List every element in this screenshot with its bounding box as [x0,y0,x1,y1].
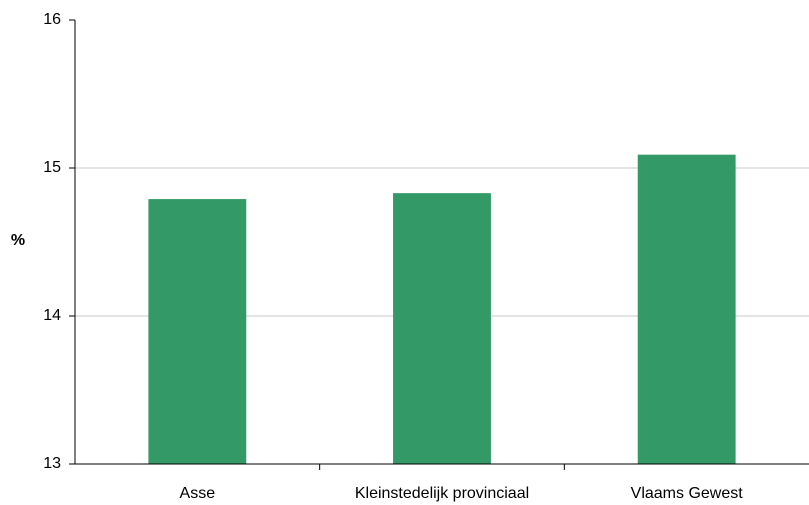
y-tick-label: 16 [43,11,61,28]
y-tick-label: 13 [43,455,61,472]
x-tick-label: Asse [180,485,216,502]
bar [148,199,247,464]
y-axis-label: % [11,232,25,249]
x-tick-label: Vlaams Gewest [631,485,744,502]
y-tick-label: 15 [43,159,61,176]
y-tick-label: 14 [43,307,61,324]
bar [637,154,736,464]
x-tick-label: Kleinstedelijk provinciaal [355,485,529,502]
bar [393,193,491,464]
